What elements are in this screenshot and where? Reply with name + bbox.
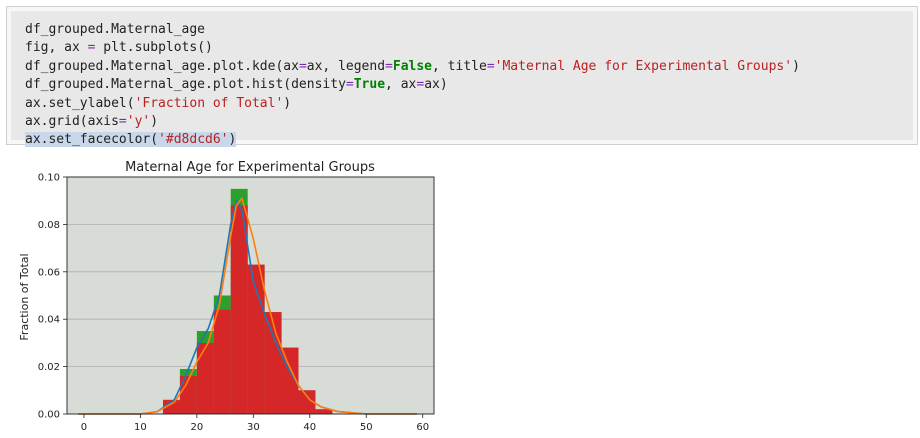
code-token: = — [416, 77, 425, 93]
code-token: ) — [228, 132, 237, 148]
hist-bar — [298, 390, 316, 414]
code-token: ) — [792, 58, 800, 74]
code-lines: df_grouped.Maternal_age fig, ax = plt.sub… — [25, 21, 800, 150]
code-line: ax.set_facecolor('#d8dcd6') — [25, 131, 800, 149]
code-token: plt.subplots() — [95, 40, 213, 56]
code-token: ax.set_facecolor( — [25, 132, 159, 148]
code-token: ax.grid(axis — [25, 114, 119, 130]
x-tick-label: 40 — [303, 422, 316, 433]
code-token: = — [118, 114, 127, 130]
code-line: ax.set_ylabel('Fraction of Total') — [25, 95, 800, 113]
x-tick-label: 0 — [81, 422, 87, 433]
code-token: ax) — [424, 77, 448, 93]
hist-bar — [247, 264, 265, 414]
y-tick-label: 0.00 — [38, 410, 60, 421]
y-tick-label: 0.04 — [38, 315, 60, 326]
code-line: df_grouped.Maternal_age.plot.hist(densit… — [25, 76, 800, 94]
code-token: df_grouped.Maternal_age.plot.kde(ax — [25, 58, 299, 74]
code-token: 'Fraction of Total' — [134, 95, 284, 111]
code-token: df_grouped.Maternal_age — [25, 22, 206, 37]
code-token: '#d8dcd6' — [158, 132, 229, 148]
x-tick-label: 50 — [360, 422, 373, 433]
output-area: Maternal Age for Experimental Groups Fra… — [0, 150, 460, 433]
chart: Maternal Age for Experimental Groups Fra… — [18, 160, 435, 433]
code-token: ax, legend — [306, 58, 386, 74]
code-token: ) — [283, 95, 292, 111]
hist-bar — [264, 312, 282, 414]
code-editor[interactable]: df_grouped.Maternal_age fig, ax = plt.sub… — [11, 11, 913, 148]
code-token: , title — [432, 58, 487, 74]
code-token: ax.set_ylabel( — [25, 95, 135, 111]
code-token: = — [486, 58, 495, 74]
x-tick-label: 20 — [190, 422, 203, 433]
code-line: df_grouped.Maternal_age — [25, 21, 800, 39]
hist-bar — [230, 205, 248, 414]
code-token: = — [87, 40, 96, 56]
y-tick-label: 0.08 — [38, 220, 60, 231]
chart-title: Maternal Age for Experimental Groups — [125, 160, 375, 175]
code-token: False — [392, 58, 433, 74]
code-token: True — [353, 77, 386, 93]
hist-bar — [213, 309, 231, 414]
hist-bar — [196, 342, 214, 414]
code-token: 'y' — [126, 114, 151, 130]
y-tick-label: 0.02 — [38, 362, 60, 373]
y-tick-label: 0.06 — [38, 267, 60, 278]
hist-bar — [162, 399, 180, 414]
y-axis-label: Fraction of Total — [18, 253, 31, 340]
x-tick-label: 60 — [416, 422, 429, 433]
kde-line — [78, 197, 418, 415]
code-token: df_grouped.Maternal_age.plot.hist(densit… — [25, 77, 346, 93]
code-line: fig, ax = plt.subplots() — [25, 39, 800, 57]
x-tick-label: 10 — [134, 422, 147, 433]
hist-bar — [315, 409, 333, 414]
code-token: = — [298, 58, 307, 74]
code-token: fig, ax — [25, 40, 88, 56]
code-line: df_grouped.Maternal_age.plot.kde(ax=ax, … — [25, 58, 800, 76]
y-tick-label: 0.10 — [38, 173, 60, 184]
x-tick-label: 30 — [247, 422, 260, 433]
code-token: , ax — [385, 77, 417, 93]
code-token: 'Maternal Age for Experimental Groups' — [494, 58, 793, 74]
plot-frame — [66, 176, 435, 415]
code-token: = — [385, 58, 393, 74]
code-token: = — [345, 77, 354, 93]
code-cell[interactable]: df_grouped.Maternal_age fig, ax = plt.sub… — [6, 6, 918, 148]
hist-bar — [179, 376, 197, 414]
code-line: ax.grid(axis='y') — [25, 113, 800, 131]
code-token: ) — [150, 114, 159, 130]
